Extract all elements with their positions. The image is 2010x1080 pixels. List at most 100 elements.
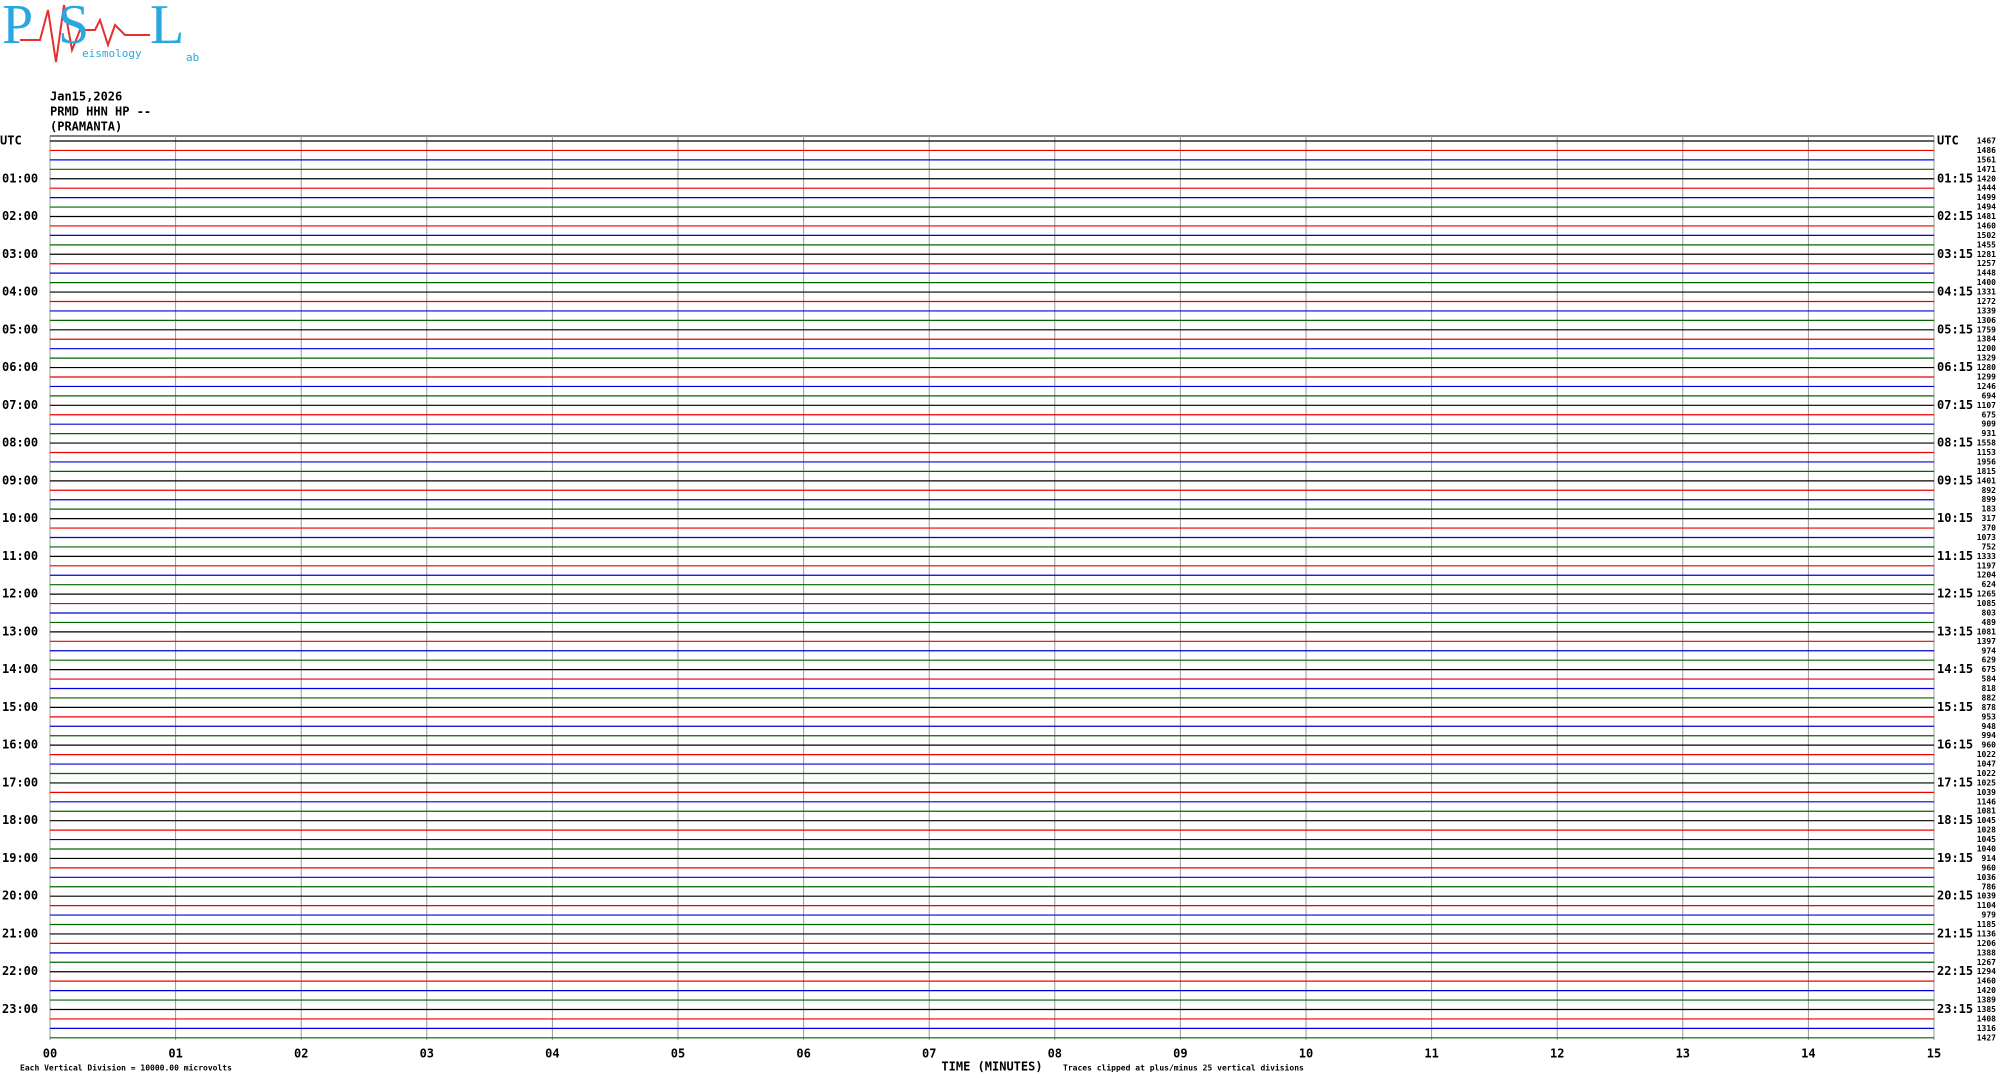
trace-number: 1039 [1977, 788, 1996, 797]
trace-number: 1561 [1977, 155, 1996, 164]
trace-number: 1460 [1977, 977, 1996, 986]
left-label: 10:00 [2, 511, 38, 525]
trace-number: 1257 [1977, 259, 1996, 268]
x-tick-label: 02 [294, 1047, 308, 1061]
x-label: TIME (MINUTES) [941, 1060, 1042, 1074]
right-label: 20:15 [1937, 889, 1973, 903]
left-label: 19:00 [2, 851, 38, 865]
trace-number: 624 [1982, 580, 1997, 589]
trace-number: 1494 [1977, 203, 1996, 212]
trace-number: 914 [1982, 854, 1997, 863]
trace-number: 882 [1982, 693, 1997, 702]
right-label: 06:15 [1937, 360, 1973, 374]
footer-note: Each Vertical Division = 10000.00 microv… [20, 1063, 232, 1073]
trace-number: 1022 [1977, 750, 1996, 759]
trace-number: 1036 [1977, 873, 1996, 882]
trace-number: 1200 [1977, 344, 1996, 353]
trace-number: 1045 [1977, 835, 1996, 844]
right-label: 19:15 [1937, 851, 1973, 865]
trace-number: 1759 [1977, 325, 1996, 334]
trace-number: 1136 [1977, 929, 1996, 938]
right-label: 12:15 [1937, 587, 1973, 601]
left-label: 23:00 [2, 1002, 38, 1016]
trace-number: 1306 [1977, 316, 1996, 325]
x-tick-label: 07 [922, 1047, 936, 1061]
trace-number: 1333 [1977, 552, 1996, 561]
x-tick-label: 13 [1676, 1047, 1690, 1061]
trace-number: 1448 [1977, 269, 1996, 278]
trace-number: 948 [1982, 722, 1997, 731]
right-label: 23:15 [1937, 1002, 1973, 1016]
left-label: 12:00 [2, 587, 38, 601]
trace-number: 1420 [1977, 174, 1996, 183]
right-label: 17:15 [1937, 775, 1973, 789]
trace-number: 1460 [1977, 221, 1996, 230]
trace-number: 994 [1982, 731, 1997, 740]
right-label: 16:15 [1937, 738, 1973, 752]
left-label: 04:00 [2, 285, 38, 299]
right-label: 02:15 [1937, 209, 1973, 223]
date: Jan15,2026 [50, 90, 122, 104]
right-label: UTC [1937, 134, 1959, 148]
left-label: 21:00 [2, 926, 38, 940]
trace-number: 1956 [1977, 457, 1996, 466]
left-label: 16:00 [2, 738, 38, 752]
logo-text: eismology [82, 47, 142, 60]
logo-letter: S [58, 0, 89, 56]
right-label: 07:15 [1937, 398, 1973, 412]
left-label: 15:00 [2, 700, 38, 714]
trace-number: 629 [1982, 656, 1997, 665]
x-tick-label: 06 [796, 1047, 810, 1061]
left-label: 17:00 [2, 775, 38, 789]
left-label: 13:00 [2, 624, 38, 638]
right-label: 09:15 [1937, 473, 1973, 487]
footer-note: Traces clipped at plus/minus 25 vertical… [1063, 1063, 1304, 1073]
trace-number: 1339 [1977, 306, 1996, 315]
trace-number: 584 [1982, 675, 1997, 684]
x-tick-label: 15 [1927, 1047, 1941, 1061]
trace-number: 1028 [1977, 826, 1996, 835]
right-label: 11:15 [1937, 549, 1973, 563]
trace-number: 489 [1982, 618, 1997, 627]
trace-number: 953 [1982, 712, 1997, 721]
trace-number: 675 [1982, 665, 1997, 674]
left-label: 14:00 [2, 662, 38, 676]
left-label: 07:00 [2, 398, 38, 412]
trace-number: 1280 [1977, 363, 1996, 372]
trace-number: 1486 [1977, 146, 1996, 155]
trace-number: 1467 [1977, 137, 1996, 146]
trace-number: 317 [1982, 514, 1997, 523]
trace-number: 899 [1982, 495, 1997, 504]
trace-number: 1246 [1977, 382, 1996, 391]
trace-number: 1444 [1977, 184, 1996, 193]
trace-number: 909 [1982, 420, 1997, 429]
trace-number: 931 [1982, 429, 1997, 438]
x-tick-label: 08 [1048, 1047, 1062, 1061]
trace-number: 675 [1982, 410, 1997, 419]
right-label: 01:15 [1937, 171, 1973, 185]
x-tick-label: 09 [1173, 1047, 1187, 1061]
x-tick-label: 01 [168, 1047, 182, 1061]
left-label: 22:00 [2, 964, 38, 978]
trace-number: 1471 [1977, 165, 1996, 174]
trace-number: 1081 [1977, 627, 1996, 636]
trace-number: 979 [1982, 911, 1997, 920]
trace-number: 183 [1982, 505, 1997, 514]
trace-number: 1427 [1977, 1033, 1996, 1042]
trace-number: 1197 [1977, 561, 1996, 570]
trace-number: 1107 [1977, 401, 1996, 410]
trace-number: 1047 [1977, 760, 1996, 769]
trace-number: 1265 [1977, 590, 1996, 599]
trace-number: 1408 [1977, 1014, 1996, 1023]
right-label: 05:15 [1937, 322, 1973, 336]
trace-number: 1085 [1977, 599, 1996, 608]
logo-letter: L [150, 0, 184, 56]
left-label: 20:00 [2, 889, 38, 903]
left-label: 02:00 [2, 209, 38, 223]
x-tick-label: 00 [43, 1047, 57, 1061]
trace-number: 1040 [1977, 845, 1996, 854]
trace-number: 1045 [1977, 816, 1996, 825]
trace-number: 1420 [1977, 986, 1996, 995]
trace-number: 1815 [1977, 467, 1996, 476]
